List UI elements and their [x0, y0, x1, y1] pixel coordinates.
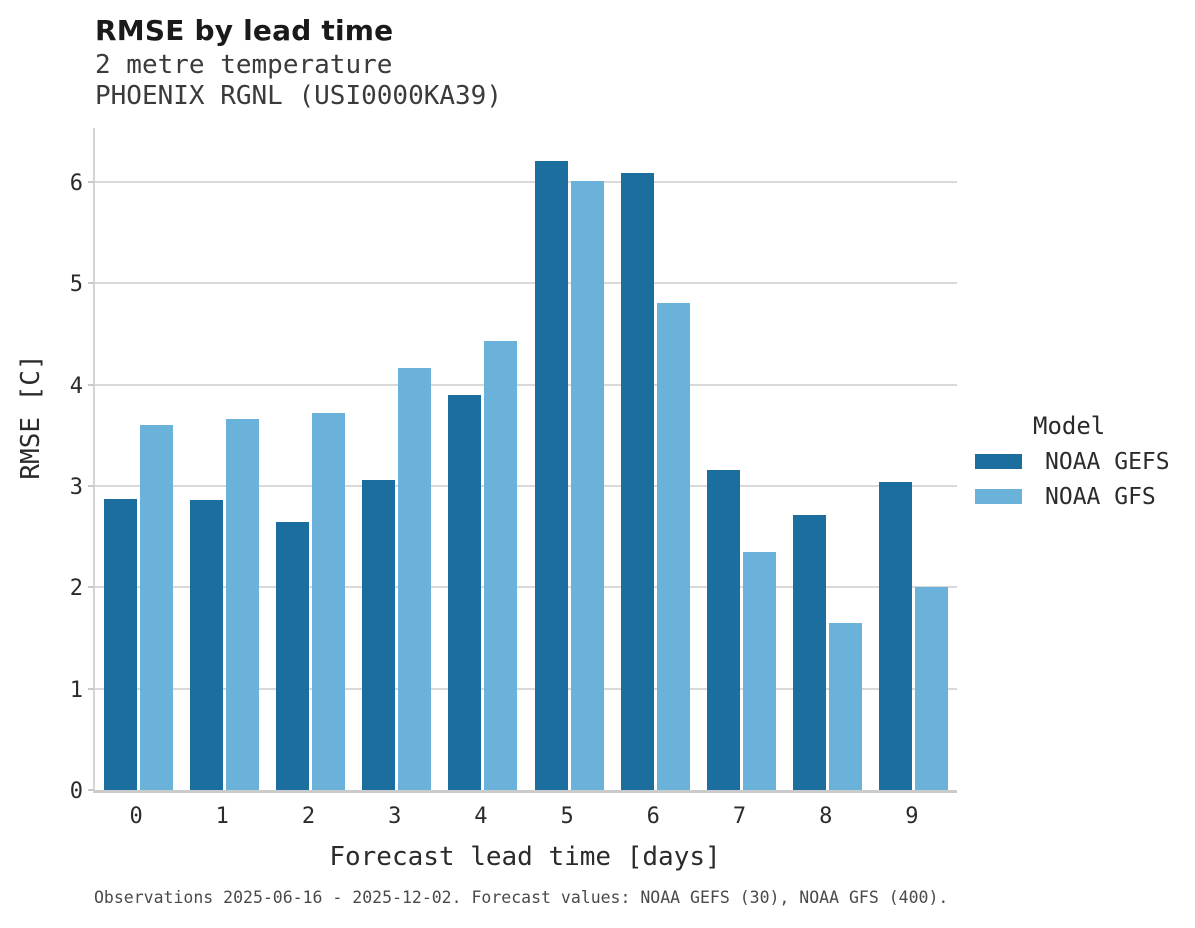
legend-swatch-noaa-gefs	[975, 454, 1022, 469]
caption-text: Observations 2025-06-16 - 2025-12-02. Fo…	[94, 888, 949, 907]
bar-noaa-gefs-lead-5	[534, 161, 568, 790]
bar-noaa-gfs-lead-7	[743, 551, 776, 790]
gridline-y-3	[95, 484, 957, 487]
bar-noaa-gefs-lead-1	[189, 500, 223, 790]
y-tick-label-1: 1	[69, 677, 83, 703]
legend-swatch-noaa-gfs	[975, 489, 1022, 504]
gridline-y-5	[95, 282, 957, 285]
y-tick-2	[88, 586, 94, 589]
x-tick-label-6: 6	[646, 804, 660, 829]
y-tick-0	[88, 789, 94, 791]
legend-entries: NOAA GEFS NOAA GFS	[975, 449, 1170, 510]
x-axis-ticks: 0 1 2 3 4 5 6 7 8 9	[93, 804, 957, 834]
x-tick-label-8: 8	[819, 804, 833, 829]
bar-noaa-gefs-lead-7	[707, 469, 740, 790]
y-tick-label-5: 5	[69, 272, 83, 298]
y-tick-3	[88, 484, 94, 487]
x-tick-label-0: 0	[129, 804, 143, 829]
bar-noaa-gefs-lead-0	[103, 499, 137, 790]
legend-entry-noaa-gfs: NOAA GFS	[975, 484, 1170, 510]
y-tick-label-2: 2	[69, 576, 83, 602]
legend: Model NOAA GEFS NOAA GFS	[975, 412, 1170, 523]
bar-noaa-gfs-lead-5	[570, 180, 604, 790]
bar-noaa-gfs-lead-2	[312, 412, 345, 790]
bar-noaa-gfs-lead-9	[915, 587, 949, 790]
bar-noaa-gfs-lead-6	[656, 303, 690, 790]
gridline-y-6	[95, 180, 957, 183]
x-tick-label-2: 2	[301, 804, 316, 829]
chart-subtitle: 2 metre temperature PHOENIX RGNL (USI000…	[95, 50, 502, 112]
subtitle-variable: 2 metre temperature	[95, 50, 393, 80]
bar-noaa-gefs-lead-6	[620, 172, 654, 790]
y-tick-label-4: 4	[69, 373, 83, 399]
bar-noaa-gefs-lead-9	[879, 481, 913, 790]
x-tick-label-5: 5	[560, 804, 574, 829]
gridline-y-1	[95, 687, 957, 690]
bar-noaa-gfs-lead-0	[139, 425, 173, 790]
bar-noaa-gfs-lead-4	[484, 340, 518, 790]
bar-noaa-gfs-lead-1	[225, 418, 259, 790]
bar-noaa-gfs-lead-8	[829, 622, 863, 790]
bar-noaa-gefs-lead-3	[362, 479, 396, 790]
legend-title: Model	[1033, 412, 1106, 440]
bar-noaa-gefs-lead-8	[793, 515, 827, 790]
x-axis-label: Forecast lead time [days]	[329, 842, 721, 872]
y-tick-label-0: 0	[69, 779, 83, 804]
bar-noaa-gefs-lead-4	[448, 394, 482, 790]
gridline-y-4	[95, 383, 957, 386]
x-tick-label-4: 4	[474, 804, 488, 829]
legend-label-noaa-gfs: NOAA GFS	[1045, 483, 1156, 510]
legend-label-noaa-gefs: NOAA GEFS	[1045, 448, 1170, 475]
y-tick-4	[88, 383, 94, 386]
y-tick-label-3: 3	[69, 474, 83, 500]
chart-title: RMSE by lead time	[95, 14, 394, 47]
plot-area: 0 1 2 3 4 5 6	[70, 128, 957, 804]
x-tick-label-9: 9	[905, 804, 919, 829]
y-tick-6	[88, 180, 94, 183]
x-tick-label-1: 1	[215, 804, 229, 829]
y-tick-1	[88, 687, 94, 690]
x-tick-label-7: 7	[732, 804, 747, 829]
y-tick-5	[88, 282, 94, 285]
y-tick-label-6: 6	[69, 170, 83, 196]
subtitle-station: PHOENIX RGNL (USI0000KA39)	[95, 81, 502, 111]
bar-noaa-gfs-lead-3	[398, 368, 432, 790]
legend-entry-noaa-gefs: NOAA GEFS	[975, 449, 1170, 475]
gridline-y-2	[95, 586, 957, 589]
bar-noaa-gefs-lead-2	[276, 522, 309, 790]
x-tick-label-3: 3	[388, 804, 402, 829]
